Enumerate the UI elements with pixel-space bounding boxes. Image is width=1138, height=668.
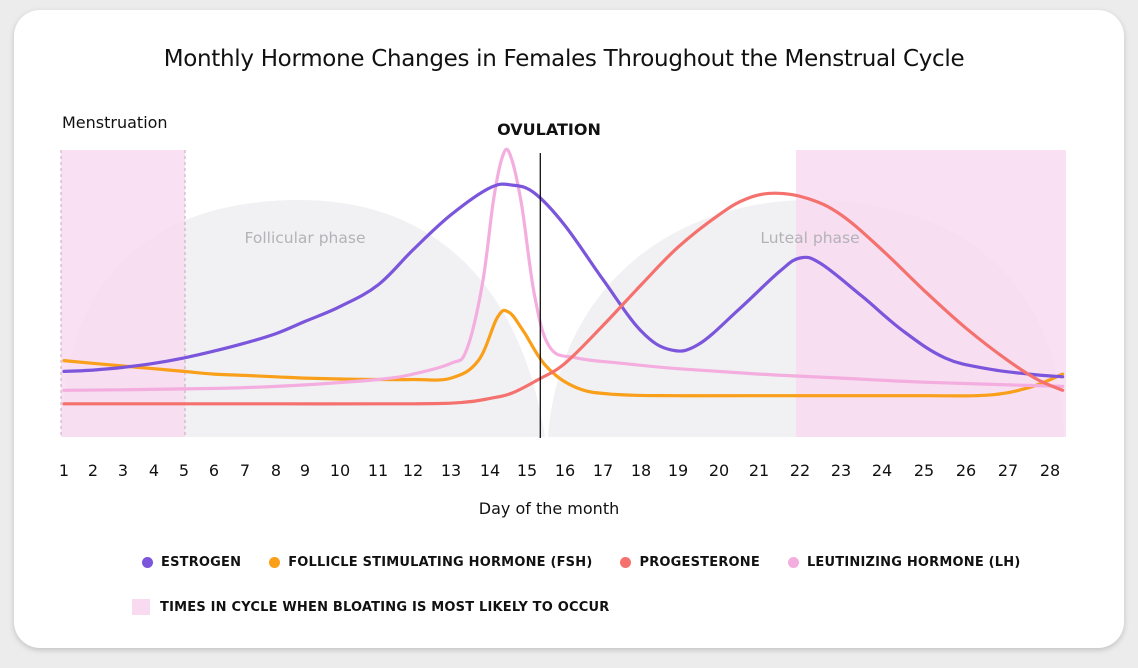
x-axis-label: Day of the month	[479, 499, 619, 518]
legend: ESTROGEN FOLLICLE STIMULATING HORMONE (FS…	[142, 555, 1049, 570]
x-tick-label: 3	[118, 461, 128, 480]
x-tick-label: 28	[1040, 461, 1060, 480]
series-line-progesterone	[62, 191, 1065, 406]
x-tick-label: 23	[831, 461, 851, 480]
x-tick-label: 9	[300, 461, 310, 480]
x-tick-label: 17	[593, 461, 613, 480]
x-tick-label: 25	[914, 461, 934, 480]
x-tick-label: 6	[209, 461, 219, 480]
legend-item-follicle-stimulating-hormone-fsh: FOLLICLE STIMULATING HORMONE (FSH)	[269, 555, 592, 570]
legend-item-leutinizing-hormone-lh: LEUTINIZING HORMONE (LH)	[787, 555, 1021, 570]
legend-bloating-label: TIMES IN CYCLE WHEN BLOATING IS MOST LIK…	[160, 599, 610, 615]
bloating-swatch	[132, 599, 150, 615]
x-tick-label: 1	[59, 461, 69, 480]
legend-dot	[620, 557, 632, 568]
legend-label: LEUTINIZING HORMONE (LH)	[806, 555, 1021, 570]
x-tick-label: 7	[240, 461, 250, 480]
x-tick-label: 22	[790, 461, 810, 480]
x-tick-label: 12	[403, 461, 423, 480]
bloating-band-2	[796, 150, 1066, 437]
x-tick-label: 15	[517, 461, 537, 480]
x-tick-label: 10	[330, 461, 350, 480]
x-tick-label: 26	[956, 461, 976, 480]
x-tick-label: 20	[709, 461, 729, 480]
follicular-phase-label: Follicular phase	[245, 229, 366, 247]
chart-title: Monthly Hormone Changes in Females Throu…	[163, 46, 965, 72]
luteal-phase-label: Luteal phase	[760, 229, 859, 247]
legend-dot	[787, 557, 799, 568]
series-line-leutinizing-hormone-lh	[62, 147, 1065, 392]
x-tick-label: 13	[441, 461, 461, 480]
x-tick-label: 27	[998, 461, 1018, 480]
legend-item-progesterone: PROGESTERONE	[620, 555, 760, 570]
x-tick-label: 4	[149, 461, 159, 480]
series-line-estrogen	[62, 182, 1065, 379]
x-tick-label: 24	[872, 461, 892, 480]
x-tick-label: 16	[555, 461, 575, 480]
x-tick-label: 8	[271, 461, 281, 480]
x-tick-label: 14	[480, 461, 500, 480]
menstruation-label: Menstruation	[62, 113, 168, 132]
legend-dot	[269, 557, 281, 568]
legend-item-estrogen: ESTROGEN	[142, 555, 241, 570]
legend-label: ESTROGEN	[161, 555, 242, 570]
x-tick-label: 11	[368, 461, 388, 480]
x-tick-label: 19	[668, 461, 688, 480]
legend-bloating: TIMES IN CYCLE WHEN BLOATING IS MOST LIK…	[132, 599, 609, 615]
x-tick-label: 5	[179, 461, 189, 480]
series-line-follicle-stimulating-hormone-fsh	[62, 308, 1065, 398]
x-tick-label: 21	[749, 461, 769, 480]
x-tick-label: 18	[631, 461, 651, 480]
bloating-band-1	[61, 150, 185, 437]
ovulation-label: OVULATION	[497, 120, 601, 139]
legend-label: PROGESTERONE	[639, 555, 760, 570]
x-tick-label: 2	[88, 461, 98, 480]
legend-label: FOLLICLE STIMULATING HORMONE (FSH)	[288, 555, 593, 570]
legend-dot	[142, 557, 153, 568]
